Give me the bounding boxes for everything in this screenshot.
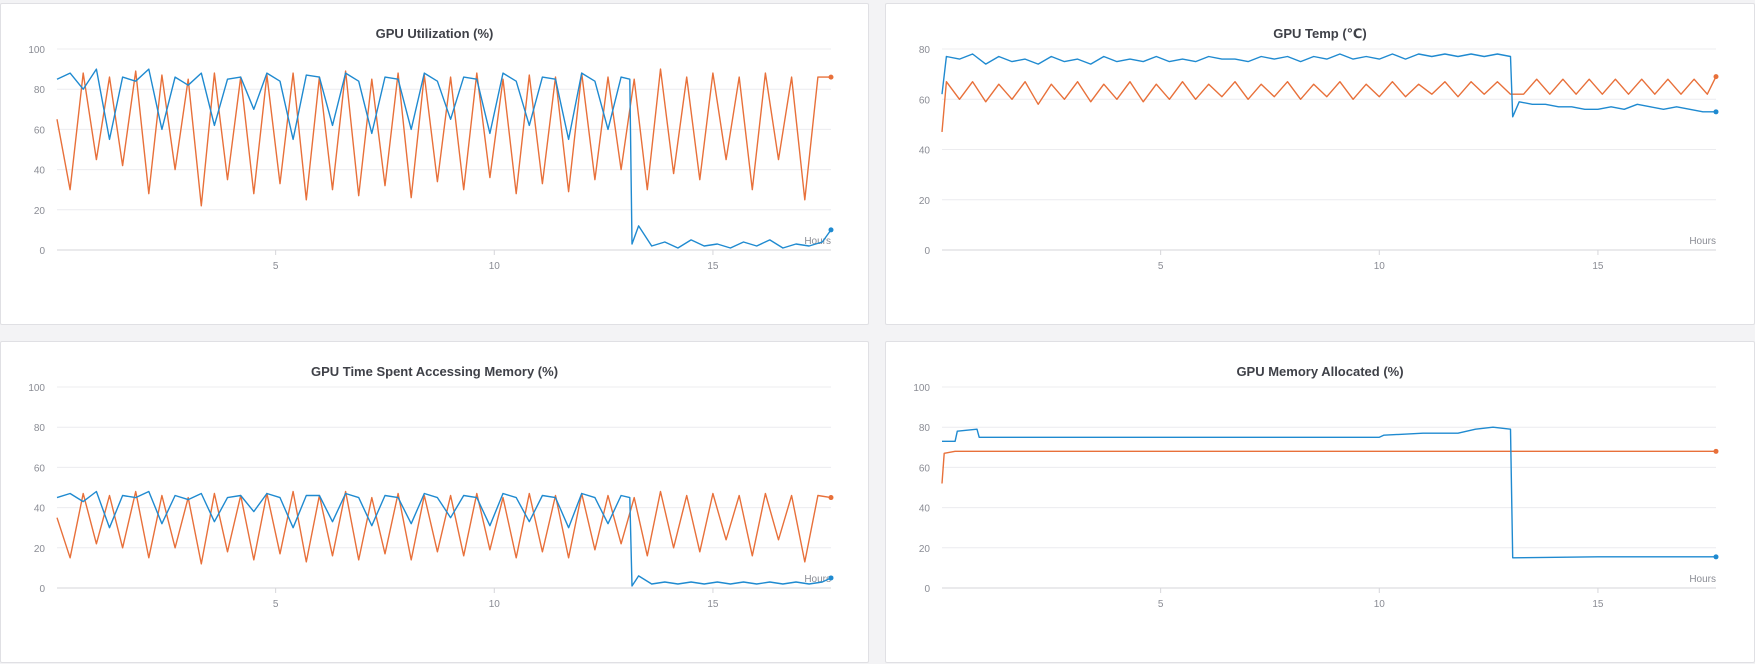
series-line-0: [941, 450, 1716, 484]
y-tick-label: 0: [39, 246, 45, 257]
chart-panel-gpu-temp: GPU Temp (℃) 0 20 40 60 80 5 10 15 Hours: [885, 3, 1755, 325]
x-tick-label: 15: [707, 261, 719, 272]
series-end-point-1: [1713, 109, 1719, 115]
series-end-point-0: [828, 495, 834, 501]
y-tick-label: 20: [919, 196, 931, 207]
y-tick-label: 80: [919, 45, 931, 56]
chart-panel-gpu-memory-allocated: GPU Memory Allocated (%) 0 20 40 60 80 100 5 10…: [885, 341, 1755, 663]
chart-panel-gpu-utilization: GPU Utilization (%) 0 20 40 60 80 100 5 10 15 Hou…: [0, 3, 869, 325]
x-axis-label: Hours: [1689, 574, 1716, 585]
y-tick-label: 40: [34, 504, 46, 515]
chart-title: GPU Utilization (%): [375, 26, 494, 41]
y-tick-label: 60: [919, 463, 931, 474]
chart-plot: 0 20 40 60 80 100 5 10 15 Hours: [28, 383, 834, 610]
series-end-point-1: [1713, 554, 1719, 560]
y-tick-label: 40: [919, 504, 931, 515]
y-tick-label: 0: [924, 584, 930, 595]
chart-plot: 0 20 40 60 80 5 10 15 Hours: [919, 45, 1719, 272]
y-tick-label: 0: [39, 584, 45, 595]
series-line-0: [56, 68, 831, 207]
y-tick-label: 20: [34, 206, 46, 217]
x-tick-label: 15: [1592, 599, 1604, 610]
chart-title: GPU Memory Allocated (%): [1236, 364, 1404, 379]
series-end-point-0: [828, 74, 834, 80]
x-axis-label: Hours: [804, 236, 831, 247]
series-end-point-0: [1713, 74, 1719, 80]
series-end-point-0: [1713, 448, 1719, 454]
series-line-1: [942, 426, 1716, 559]
x-tick-label: 15: [1592, 261, 1604, 272]
x-axis-label: Hours: [1689, 236, 1716, 247]
x-tick-label: 10: [1374, 261, 1386, 272]
x-tick-label: 5: [273, 261, 279, 272]
x-tick-label: 5: [1158, 261, 1164, 272]
y-tick-label: 60: [34, 463, 46, 474]
chart-plot: 0 20 40 60 80 100 5 10 15 Hours: [28, 45, 834, 272]
x-tick-label: 15: [707, 599, 719, 610]
chart-title: GPU Time Spent Accessing Memory (%): [310, 364, 559, 379]
series-line-1: [56, 490, 832, 587]
series-end-point-1: [828, 227, 834, 233]
x-tick-label: 10: [489, 599, 501, 610]
series-line-1: [56, 68, 832, 249]
series-end-point-1: [828, 575, 834, 581]
y-tick-label: 40: [919, 146, 931, 157]
series-line-1: [941, 53, 1716, 118]
y-tick-label: 40: [34, 166, 46, 177]
y-tick-label: 20: [919, 544, 931, 555]
y-tick-label: 80: [919, 423, 931, 434]
x-tick-label: 5: [273, 599, 279, 610]
y-tick-label: 100: [913, 383, 930, 394]
y-tick-label: 80: [34, 423, 46, 434]
y-tick-label: 60: [34, 125, 46, 136]
y-tick-label: 20: [34, 544, 46, 555]
x-tick-label: 10: [1374, 599, 1386, 610]
y-tick-label: 100: [28, 45, 45, 56]
chart-title: GPU Temp (℃): [1273, 26, 1367, 41]
series-line-0: [56, 490, 832, 565]
y-tick-label: 60: [919, 95, 931, 106]
x-axis-label: Hours: [804, 574, 831, 585]
y-tick-label: 100: [28, 383, 45, 394]
chart-panel-gpu-memory-access: GPU Time Spent Accessing Memory (%) 0 20 4…: [0, 341, 869, 663]
y-tick-label: 80: [34, 85, 46, 96]
x-tick-label: 5: [1158, 599, 1164, 610]
chart-plot: 0 20 40 60 80 100 5 10 15 Hours: [913, 383, 1719, 610]
y-tick-label: 0: [924, 246, 930, 257]
series-line-0: [941, 76, 1717, 132]
x-tick-label: 10: [489, 261, 501, 272]
